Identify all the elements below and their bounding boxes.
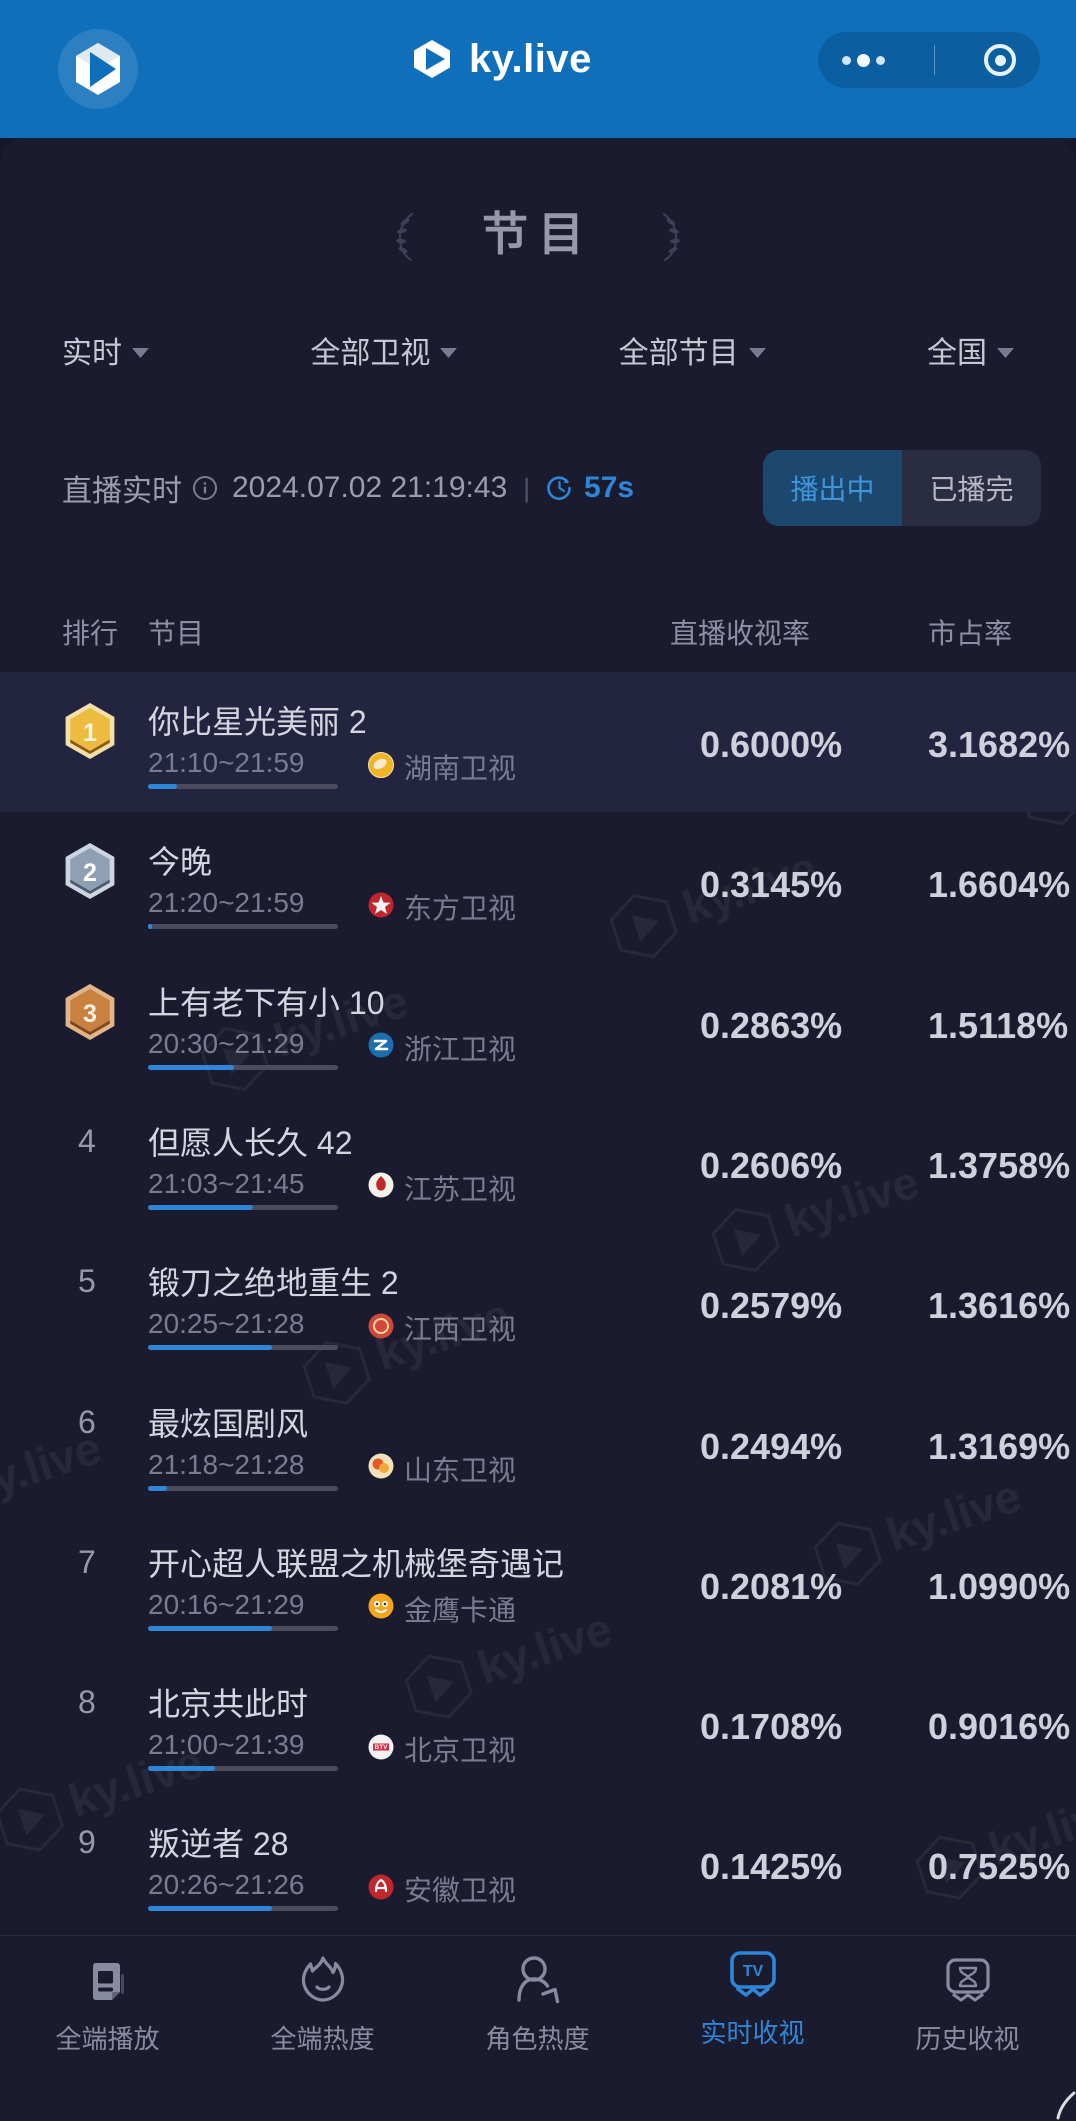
svg-text:BTV: BTV — [375, 1744, 389, 1751]
svg-text:3: 3 — [83, 1000, 97, 1028]
svg-text:2: 2 — [83, 859, 97, 887]
svg-text:TV: TV — [742, 1963, 763, 1980]
svg-text:1: 1 — [83, 719, 97, 747]
